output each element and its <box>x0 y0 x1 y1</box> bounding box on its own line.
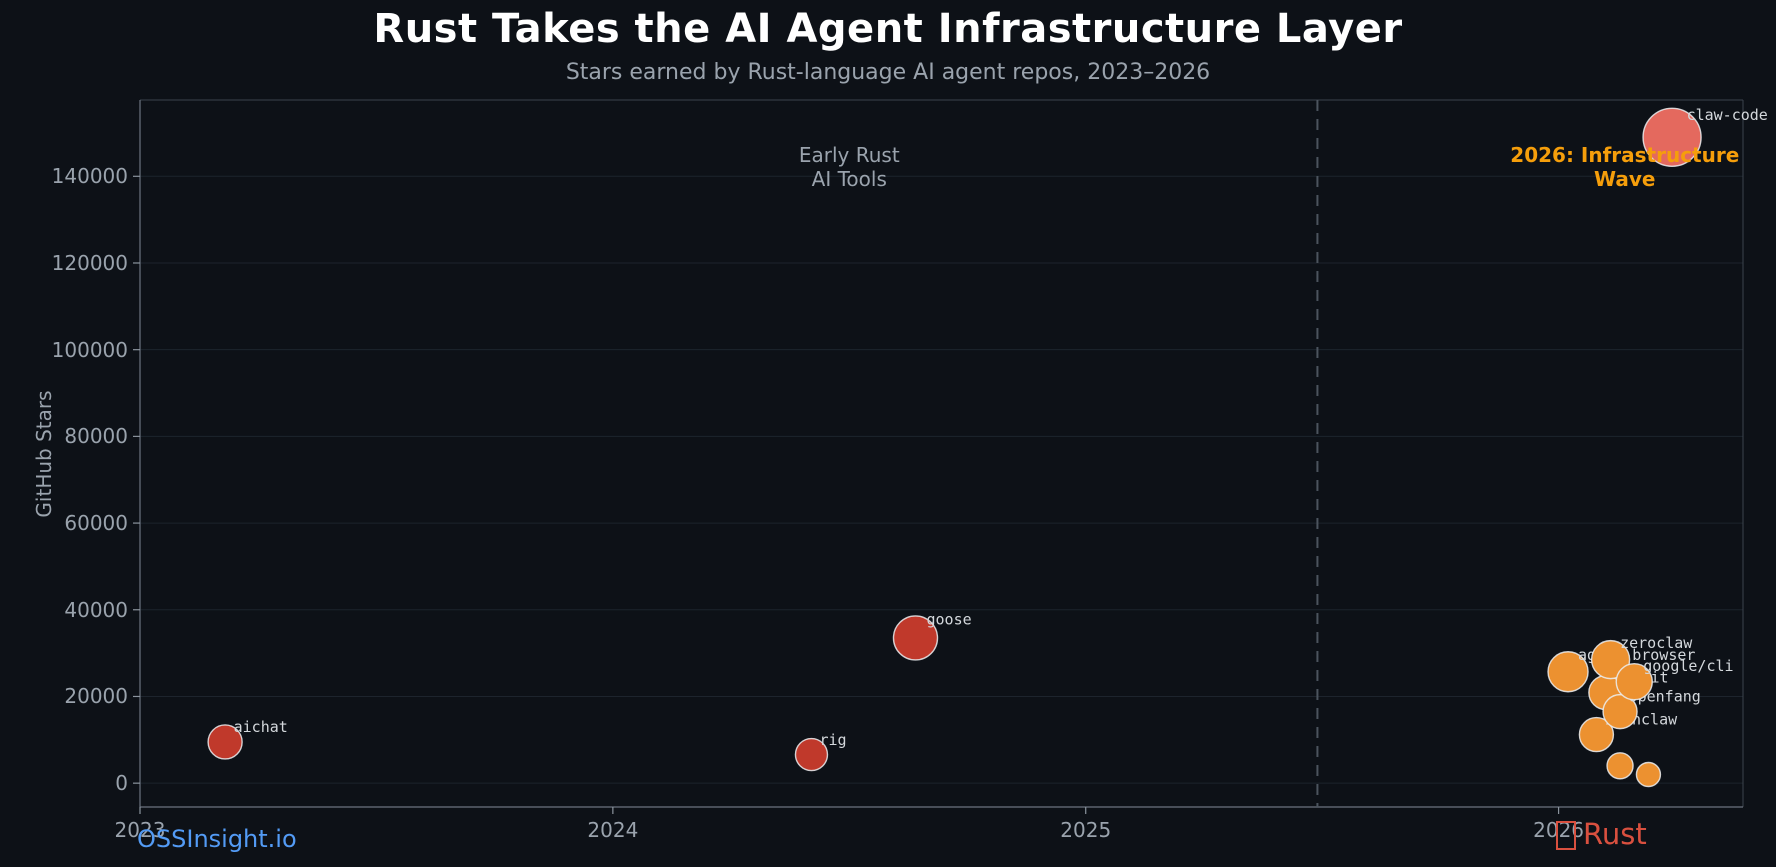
rust-watermark: Rust <box>1556 817 1647 851</box>
bubble-google/cli <box>1615 663 1653 701</box>
bubble-label-claw-code: claw-code <box>1687 106 1768 124</box>
bubble-zeroclaw <box>1590 639 1631 680</box>
x-tick-label-2024: 2024 <box>587 818 639 842</box>
x-tick-label-2025: 2025 <box>1060 818 1112 842</box>
page-title: Rust Takes the AI Agent Infrastructure L… <box>373 6 1403 52</box>
bubble-label-google/cli: google/cli <box>1643 657 1733 675</box>
bubble-unlabeled-1 <box>1606 752 1634 780</box>
bubble-claw-code <box>1642 107 1702 167</box>
bubble-rig <box>794 737 829 772</box>
y-tick-label-40000: 40000 <box>64 597 128 622</box>
y-tick-label-0: 0 <box>115 771 128 796</box>
page-subtitle: Stars earned by Rust-language AI agent r… <box>565 60 1211 85</box>
y-tick-label-20000: 20000 <box>64 684 128 709</box>
y-tick-label-80000: 80000 <box>64 424 128 449</box>
annotation-early-rust: Early Rust AI Tools <box>798 142 900 191</box>
bubble-unlabeled-2 <box>1635 761 1662 788</box>
y-tick-label-120000: 120000 <box>51 250 128 275</box>
bubble-label-goose: goose <box>926 611 971 629</box>
bubble-label-zeroclaw: zeroclaw <box>1620 634 1693 652</box>
y-tick-label-100000: 100000 <box>51 337 128 362</box>
y-tick-label-140000: 140000 <box>51 164 128 189</box>
ossinsight-watermark-link[interactable]: OSSInsight.io <box>137 825 297 853</box>
crab-emoji-tofu-icon <box>1556 821 1576 850</box>
bubble-label-aichat: aichat <box>234 718 288 736</box>
bubble-goose <box>892 615 939 661</box>
x-tick-label-2023: 2023 <box>114 818 166 842</box>
bubble-ironclaw <box>1578 716 1615 753</box>
bubble-aichat <box>207 724 243 760</box>
bubble-agent-browser <box>1547 651 1589 693</box>
y-tick-label-60000: 60000 <box>64 511 128 536</box>
annotation-infra-wave: 2026: Infrastructure Wave <box>1510 142 1740 191</box>
bubble-openfang <box>1602 693 1638 730</box>
rust-watermark-label: Rust <box>1583 817 1647 851</box>
bubble-label-rig: rig <box>819 731 846 749</box>
